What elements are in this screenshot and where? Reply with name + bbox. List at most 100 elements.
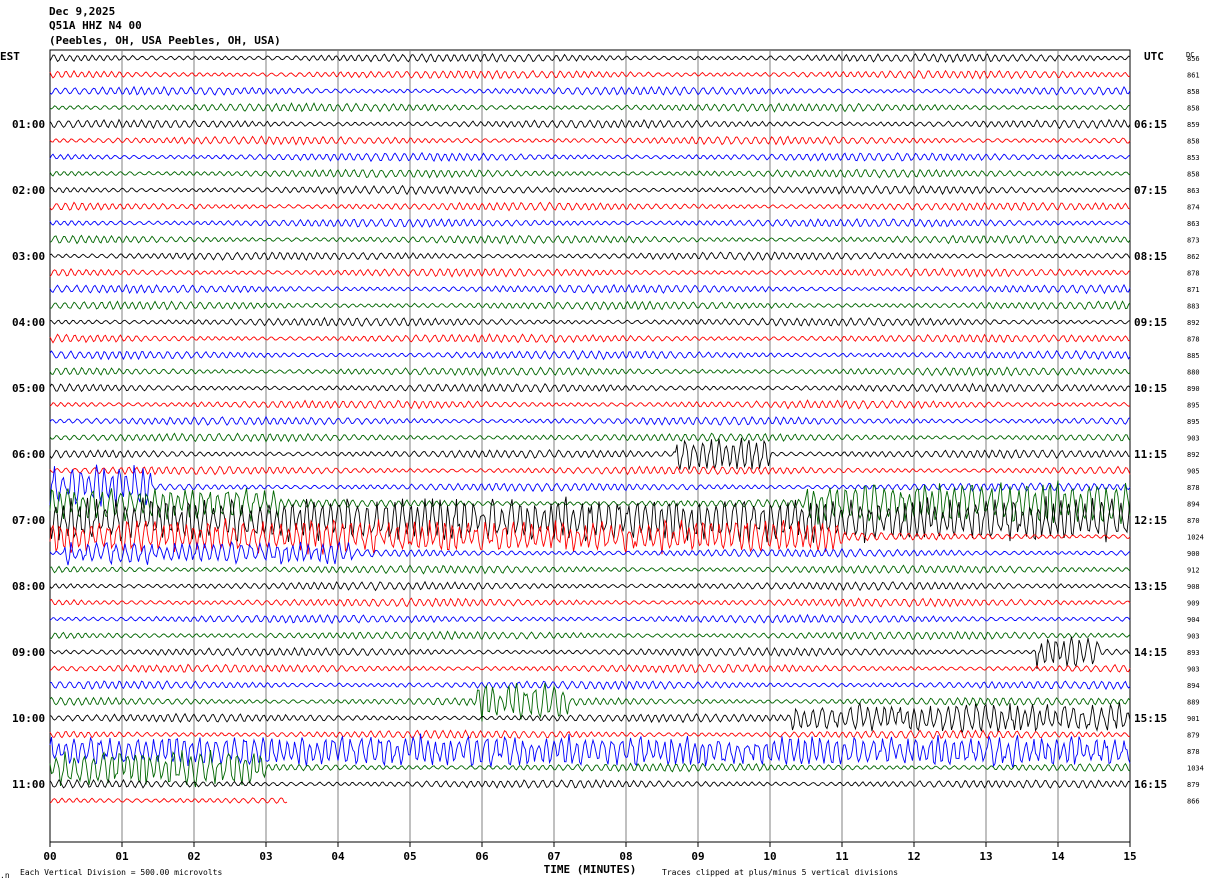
- x-tick-label: 09: [691, 850, 704, 863]
- x-tick-label: 04: [331, 850, 345, 863]
- left-hour-label: 03:00: [12, 250, 45, 263]
- dc-offset-label: 895: [1187, 402, 1200, 410]
- x-tick-label: 14: [1051, 850, 1065, 863]
- seismic-trace: [49, 663, 1131, 674]
- dc-offset-label: 858: [1187, 138, 1200, 146]
- dc-offset-label: 1024: [1187, 534, 1204, 542]
- left-hour-label: 04:00: [12, 316, 45, 329]
- seismic-trace: [49, 85, 1131, 97]
- left-hour-label: 02:00: [12, 184, 45, 197]
- dc-offset-label: 858: [1187, 171, 1200, 179]
- right-hour-label: 08:15: [1134, 250, 1167, 263]
- dc-offset-label: 878: [1187, 336, 1200, 344]
- seismic-trace: [49, 630, 1131, 641]
- right-hour-label: 07:15: [1134, 184, 1167, 197]
- dc-offset-label: 903: [1187, 633, 1200, 641]
- right-hour-label: 10:15: [1134, 382, 1167, 395]
- dc-offset-label: 905: [1187, 468, 1200, 476]
- dc-offset-label: 894: [1187, 501, 1200, 509]
- seismic-trace: [49, 437, 1131, 470]
- left-hour-label: 07:00: [12, 514, 45, 527]
- dc-offset-label: 861: [1187, 72, 1200, 80]
- seismic-trace: [49, 118, 1131, 130]
- left-hour-label: 08:00: [12, 580, 45, 593]
- right-hour-label: 12:15: [1134, 514, 1167, 527]
- dc-offset-label: 904: [1187, 616, 1200, 624]
- dc-offset-label: 909: [1187, 600, 1200, 608]
- seismic-trace: [49, 496, 1131, 544]
- x-tick-label: 05: [403, 850, 416, 863]
- seismic-trace: [49, 349, 1131, 361]
- x-tick-label: 13: [979, 850, 992, 863]
- seismic-trace: [49, 251, 1131, 261]
- seismic-trace: [49, 399, 1131, 410]
- right-hour-label: 13:15: [1134, 580, 1167, 593]
- dc-offset-label: 880: [1187, 369, 1200, 377]
- dc-offset-label: 870: [1187, 517, 1200, 525]
- x-axis-label: TIME (MINUTES): [544, 863, 637, 876]
- seismic-trace: [49, 382, 1131, 393]
- seismic-trace: [49, 680, 1131, 691]
- dc-offset-label: 894: [1187, 682, 1200, 690]
- header-date: Dec 9,2025: [49, 5, 116, 18]
- right-timezone: UTC: [1144, 50, 1164, 63]
- dc-offset-label: 901: [1187, 715, 1200, 723]
- dc-offset-label: 890: [1187, 385, 1200, 393]
- scale-note: Each Vertical Division = 500.00 microvol…: [20, 868, 222, 877]
- seismic-trace: [49, 749, 1131, 788]
- dc-offset-label: 866: [1187, 798, 1200, 806]
- seismic-trace: [49, 597, 1131, 608]
- left-hour-label: 05:00: [12, 382, 45, 395]
- dc-offset-label: 859: [1187, 121, 1200, 129]
- dc-offset-label: 912: [1187, 567, 1200, 575]
- seismic-trace: [49, 217, 1131, 228]
- dc-offset-label: 878: [1187, 484, 1200, 492]
- dc-offset-label: 871: [1187, 286, 1200, 294]
- seismic-trace: [49, 636, 1131, 669]
- dc-offset-label: 883: [1187, 303, 1200, 311]
- seismic-trace: [49, 234, 1131, 245]
- plot-frame: [49, 49, 1131, 843]
- labels: 00 01 02 03 04 05 06 07 08 09 10 11 12 13 14 15 01:00 06:…: [12, 55, 1204, 863]
- right-hour-label: 14:15: [1134, 646, 1167, 659]
- left-hour-label: 01:00: [12, 118, 45, 131]
- seismic-trace: [49, 729, 1131, 740]
- seismic-trace: [49, 267, 1131, 278]
- right-hour-label: 16:15: [1134, 778, 1167, 791]
- x-tick-label: 06: [475, 850, 489, 863]
- seismic-trace: [49, 464, 1131, 507]
- right-hour-label: 15:15: [1134, 712, 1167, 725]
- seismic-trace: [49, 102, 1131, 113]
- seismic-trace: [49, 366, 1131, 377]
- dc-label: DC: [1186, 51, 1194, 59]
- seismic-trace: [50, 300, 1131, 311]
- seismic-trace: [49, 184, 1131, 196]
- seismic-trace: [49, 797, 288, 804]
- seismic-trace: [49, 316, 1131, 327]
- right-hour-label: 09:15: [1134, 316, 1167, 329]
- dc-offset-label: 879: [1187, 781, 1200, 789]
- dc-offset-label: 879: [1187, 732, 1200, 740]
- left-timezone: EST: [0, 50, 20, 63]
- dc-offset-label: 892: [1187, 451, 1200, 459]
- dc-offset-label: 878: [1187, 270, 1200, 278]
- x-tick-label: 02: [187, 850, 200, 863]
- seismic-trace: [49, 564, 1131, 575]
- dc-offset-label: 873: [1187, 237, 1200, 245]
- seismic-trace: [49, 613, 1131, 625]
- seismic-trace: [49, 465, 1131, 476]
- seismic-trace: [49, 701, 1131, 734]
- seismic-trace: [49, 151, 1131, 163]
- left-hour-label: 06:00: [12, 448, 45, 461]
- x-tick-label: 03: [259, 850, 272, 863]
- header-location: (Peebles, OH, USA Peebles, OH, USA): [49, 34, 281, 47]
- dc-offset-label: 856: [1187, 55, 1200, 63]
- dc-offset-label: 889: [1187, 699, 1200, 707]
- dc-offset-label: 908: [1187, 583, 1200, 591]
- seismic-trace: [49, 201, 1131, 212]
- right-hour-label: 06:15: [1134, 118, 1167, 131]
- traces: [49, 52, 1131, 804]
- dc-offset-label: 895: [1187, 418, 1200, 426]
- dc-offset-label: 878: [1187, 748, 1200, 756]
